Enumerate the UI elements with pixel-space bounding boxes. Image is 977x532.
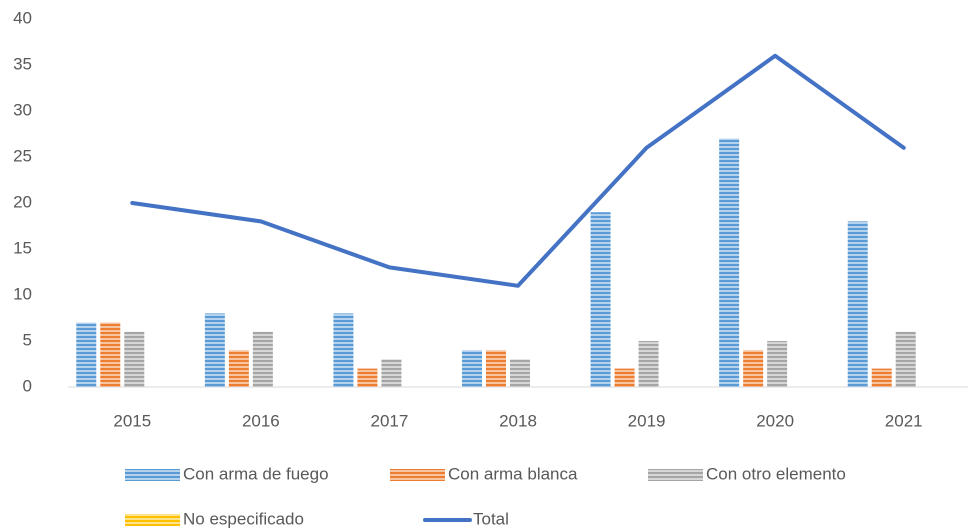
bar: [76, 322, 97, 387]
legend-swatch: [125, 514, 180, 526]
y-tick-label: 35: [13, 54, 32, 73]
bar: [100, 322, 121, 387]
bar: [871, 368, 892, 387]
x-tick-label: 2021: [885, 411, 923, 430]
legend-label: Con arma blanca: [448, 464, 578, 483]
y-tick-label: 15: [13, 238, 32, 257]
x-tick-label: 2015: [113, 411, 151, 430]
bar: [614, 368, 635, 387]
bar: [510, 359, 530, 387]
bar: [590, 212, 611, 387]
bar: [847, 221, 868, 387]
legend-swatch: [648, 469, 703, 481]
y-tick-label: 0: [23, 376, 32, 395]
x-tick-label: 2017: [371, 411, 409, 430]
legend-label: Total: [473, 509, 509, 528]
bar: [333, 313, 354, 387]
bar: [486, 350, 506, 387]
legend-label: No especificado: [183, 509, 304, 528]
y-tick-label: 5: [23, 330, 32, 349]
bar: [719, 138, 740, 387]
y-tick-label: 30: [13, 100, 32, 119]
bar: [895, 331, 916, 387]
y-tick-label: 10: [13, 284, 32, 303]
legend-swatch: [390, 469, 445, 481]
bar: [357, 368, 378, 387]
bar: [743, 350, 764, 387]
x-tick-label: 2018: [499, 411, 537, 430]
x-tick-label: 2016: [242, 411, 280, 430]
bar: [462, 350, 482, 387]
bar: [381, 359, 402, 387]
bar: [204, 313, 225, 387]
bar: [252, 331, 273, 387]
legend-label: Con otro elemento: [706, 464, 846, 483]
bar: [228, 350, 249, 387]
legend-label: Con arma de fuego: [183, 464, 329, 483]
x-tick-label: 2019: [628, 411, 666, 430]
y-tick-label: 20: [13, 192, 32, 211]
x-tick-label: 2020: [756, 411, 794, 430]
bar: [767, 341, 788, 387]
y-tick-label: 25: [13, 146, 32, 165]
line: [130, 53, 906, 288]
y-tick-label: 40: [13, 8, 32, 27]
bar: [124, 331, 145, 387]
bar: [638, 341, 659, 387]
legend-swatch: [125, 469, 180, 481]
